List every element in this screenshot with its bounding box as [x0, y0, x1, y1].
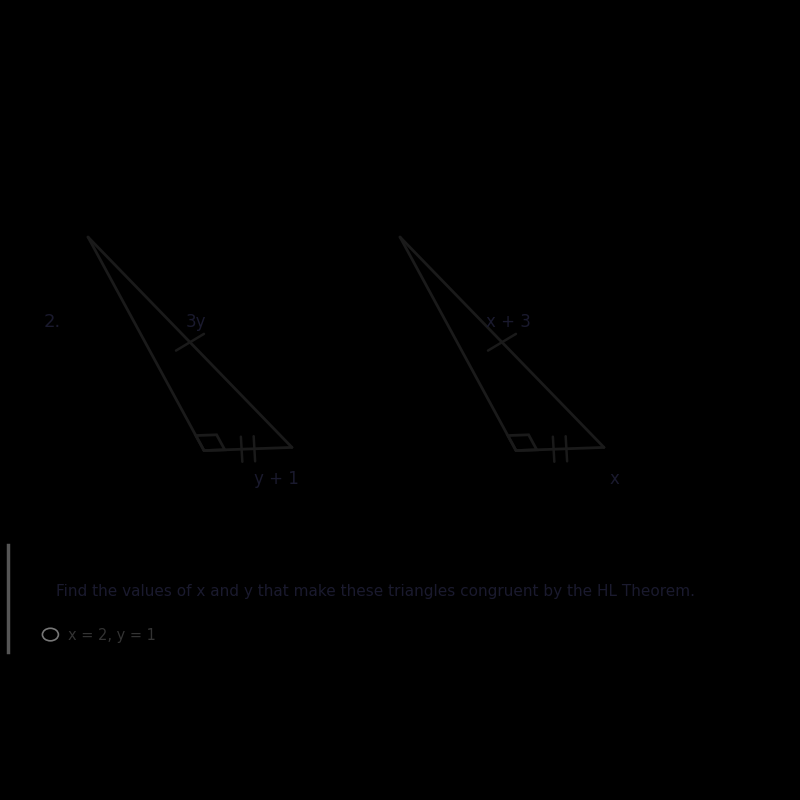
Text: x = 2, y = 1: x = 2, y = 1 — [68, 628, 156, 643]
Text: Find the values of x and y that make these triangles congruent by the HL Theorem: Find the values of x and y that make the… — [56, 584, 695, 599]
Text: y + 1: y + 1 — [254, 470, 298, 488]
Text: 2.: 2. — [44, 313, 62, 331]
Text: x + 3: x + 3 — [486, 313, 530, 331]
Text: x: x — [610, 470, 619, 488]
Text: 3y: 3y — [186, 313, 206, 331]
